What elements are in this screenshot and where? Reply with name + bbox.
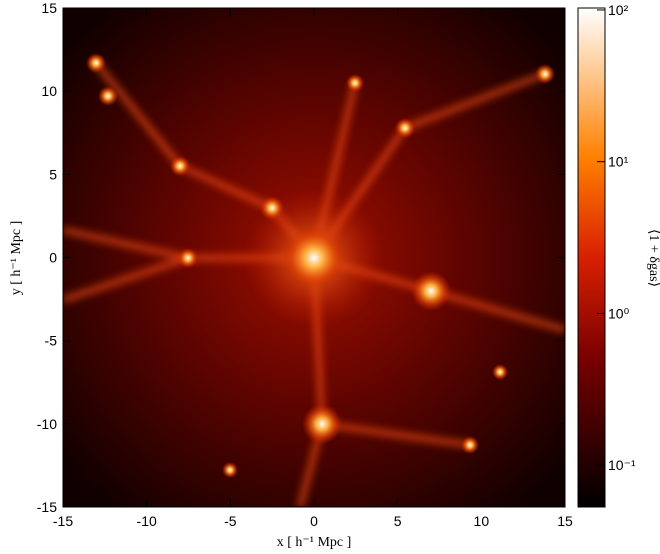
colorbar-tick-label: 10¹ (608, 154, 629, 170)
y-axis-label: y [ h⁻¹ Mpc ] (9, 221, 24, 296)
chart: x [ h⁻¹ Mpc ] y [ h⁻¹ Mpc ] ⟨1 + δgas⟩ -… (0, 0, 660, 554)
density-map (63, 8, 565, 507)
colorbar-tick-label: 10⁻¹ (608, 457, 636, 473)
x-axis-label: x [ h⁻¹ Mpc ] (277, 535, 352, 550)
x-tick-label: -5 (224, 513, 237, 529)
y-tick-label: 5 (49, 166, 57, 182)
colorbar-label: ⟨1 + δgas⟩ (646, 229, 660, 287)
x-tick-label: 10 (474, 513, 490, 529)
y-tick-label: 0 (49, 250, 57, 266)
x-tick-label: 0 (310, 513, 318, 529)
y-tick-label: 10 (41, 83, 57, 99)
colorbar (578, 8, 605, 507)
x-tick-label: 15 (557, 513, 573, 529)
y-tick-label: -5 (45, 333, 58, 349)
x-tick-label: 5 (394, 513, 402, 529)
y-tick-label: 15 (41, 0, 57, 16)
x-tick-label: -15 (53, 513, 73, 529)
x-tick-label: -10 (137, 513, 157, 529)
colorbar-tick-label: 10⁰ (608, 305, 630, 321)
colorbar-tick-label: 10² (608, 2, 629, 18)
y-tick-label: -10 (37, 416, 57, 432)
y-tick-label: -15 (37, 499, 57, 515)
